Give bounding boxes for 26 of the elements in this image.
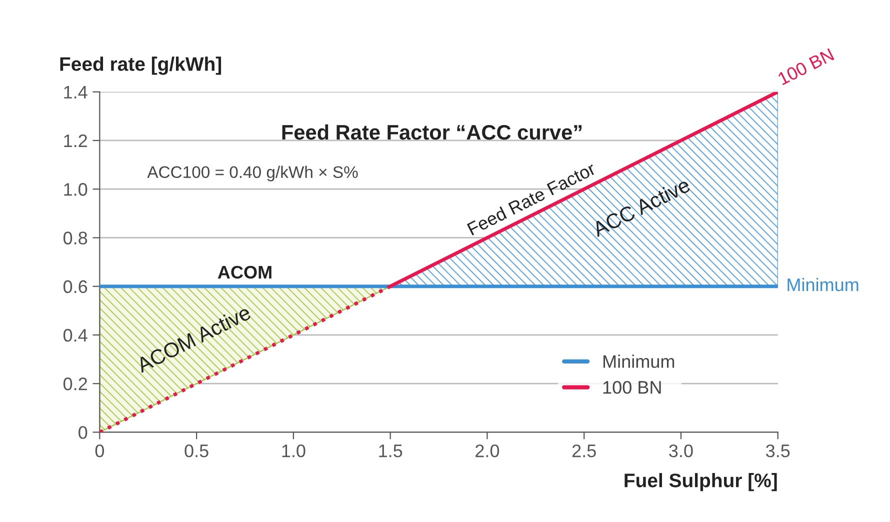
legend-label: Minimum <box>604 354 674 368</box>
annotation: Minimum <box>788 278 858 292</box>
legend-label: 100 BN <box>603 380 661 394</box>
annotation: ACOM <box>218 266 272 279</box>
x-tick-label: 3.5 <box>766 444 790 458</box>
y-tick-label: 0 <box>78 426 88 439</box>
y-tick-label: 0.8 <box>63 232 88 244</box>
x-tick-label: 1.5 <box>379 444 402 458</box>
x-tick-label: 2.0 <box>476 444 500 458</box>
y-tick-label: 0.6 <box>63 280 88 294</box>
y-tick-label: 0.4 <box>63 328 88 342</box>
y-axis-title: Feed rate [g/kWh] <box>60 56 222 75</box>
y-tick-label: 1.2 <box>64 134 87 148</box>
x-tick-label: 0.5 <box>184 444 208 458</box>
y-tick-label: 1.4 <box>64 86 88 98</box>
text: Feed Rate Factor “ACC curve” <box>282 124 582 140</box>
y-tick-label: 0.2 <box>63 378 87 390</box>
annotation: 100 BN <box>777 48 834 86</box>
x-tick-label: 1.0 <box>282 444 306 458</box>
x-tick-label: 3.0 <box>669 444 693 458</box>
x-axis-title: Fuel Sulphur [%] <box>624 473 777 492</box>
x-tick-label: 2.5 <box>572 444 596 458</box>
x-tick-label: 0 <box>95 444 104 458</box>
annotation: ACC100 = 0.40 g/kWh × S% <box>147 166 358 182</box>
annotation: ACC Active <box>590 176 691 238</box>
y-tick-label: 1.0 <box>64 183 88 196</box>
